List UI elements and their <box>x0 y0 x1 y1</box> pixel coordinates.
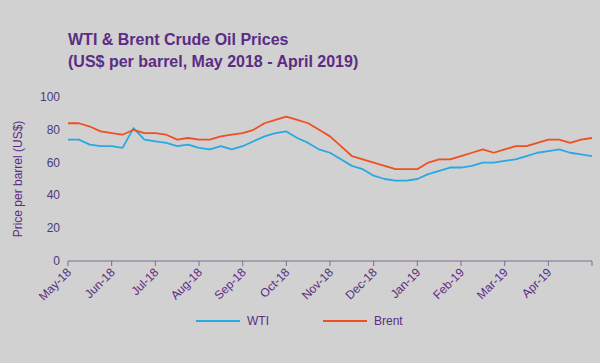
x-tick-label: Dec-18 <box>343 265 380 302</box>
x-tick-label: May-18 <box>36 265 74 303</box>
y-tick <box>64 97 68 98</box>
x-tick-label: Jul-18 <box>128 265 161 298</box>
x-tick <box>548 261 549 266</box>
x-tick <box>592 261 593 266</box>
page: {"chart_data": {"type": "line", "title":… <box>0 0 600 363</box>
x-tick-label: Sep-18 <box>212 265 249 302</box>
x-tick-label: Jun-18 <box>82 265 118 301</box>
y-tick-label: 40 <box>47 188 61 202</box>
title: WTI & Brent Crude Oil Prices <box>68 31 289 48</box>
y-axis-label: Price per barrel (US$) <box>11 121 25 238</box>
x-tick-label: Nov-18 <box>299 265 336 302</box>
x-tick-label: Oct-18 <box>257 265 293 301</box>
chart: WTI & Brent Crude Oil Prices (US$ per bar… <box>0 0 600 363</box>
y-tick-label: 80 <box>47 123 61 137</box>
x-tick <box>242 261 243 266</box>
y-tick <box>64 195 68 196</box>
legend-swatch <box>323 320 367 322</box>
y-tick-label: 20 <box>47 221 61 235</box>
subtitle: (US$ per barrel, May 2018 - April 2019) <box>68 53 358 70</box>
x-tick <box>504 261 505 266</box>
plot-area <box>68 117 592 181</box>
x-tick <box>68 261 69 266</box>
y-tick <box>64 129 68 130</box>
x-tick <box>461 261 462 266</box>
x-tick <box>417 261 418 266</box>
legend-label: WTI <box>247 314 269 328</box>
y-tick <box>64 261 68 262</box>
y-tick-label: 60 <box>47 156 61 170</box>
x-tick-label: Feb-19 <box>430 265 467 302</box>
x-tick <box>330 261 331 266</box>
x-tick <box>286 261 287 266</box>
x-tick-label: Apr-19 <box>519 265 555 301</box>
y-tick <box>64 228 68 229</box>
x-tick-label: Mar-19 <box>474 265 511 302</box>
y-tick <box>64 162 68 163</box>
line-series <box>68 117 592 169</box>
x-tick <box>373 261 374 266</box>
x-tick-label: Aug-18 <box>168 265 205 302</box>
legend-swatch <box>196 320 240 322</box>
x-tick-label: Jan-19 <box>388 265 424 301</box>
y-tick-label: 0 <box>53 254 60 268</box>
x-tick <box>111 261 112 266</box>
x-tick <box>155 261 156 266</box>
legend-label: Brent <box>374 314 403 328</box>
x-tick <box>199 261 200 266</box>
y-tick-label: 100 <box>40 90 60 104</box>
